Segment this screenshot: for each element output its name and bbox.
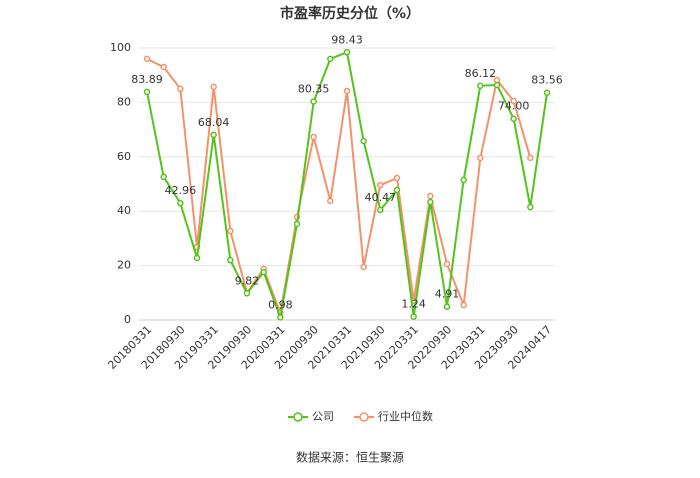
point	[460, 301, 467, 309]
y-tick-label: 20	[117, 259, 131, 272]
point	[277, 314, 284, 321]
point	[177, 199, 184, 207]
data-label: 42.96	[165, 184, 197, 197]
chart-title: 市盈率历史分位（%）	[280, 5, 420, 22]
point	[227, 256, 234, 264]
point	[393, 174, 401, 182]
series-line	[146, 57, 532, 317]
data-label: 86.12	[465, 67, 497, 80]
point	[360, 137, 367, 145]
point	[160, 63, 167, 71]
data-label: 83.89	[131, 73, 163, 86]
data-label: 4.91	[435, 288, 460, 301]
point	[143, 55, 151, 63]
data-label: 83.56	[531, 74, 563, 87]
y-tick-label: 40	[117, 204, 131, 217]
point	[410, 313, 417, 320]
point	[143, 88, 151, 96]
legend-label: 行业中位数	[378, 409, 433, 423]
point	[193, 254, 201, 262]
legend-marker	[359, 412, 369, 422]
point	[527, 203, 534, 211]
data-label: 98.43	[331, 33, 363, 46]
data-label: 74.00	[498, 100, 530, 113]
point	[177, 85, 184, 93]
point	[493, 81, 501, 89]
data-label: 68.04	[198, 116, 230, 129]
point	[243, 290, 251, 297]
point	[160, 173, 167, 181]
y-tick-label: 80	[117, 95, 131, 108]
point	[443, 303, 451, 310]
y-tick-label: 60	[117, 150, 131, 163]
source: 数据来源：恒生聚源	[296, 450, 404, 465]
point	[477, 154, 484, 162]
y-tick-label: 100	[110, 41, 131, 54]
data-label: 80.35	[298, 82, 330, 95]
point	[343, 87, 351, 95]
point	[377, 206, 384, 214]
point	[327, 55, 334, 63]
point	[393, 186, 401, 194]
point	[427, 198, 434, 206]
point	[343, 49, 351, 56]
point	[310, 133, 317, 141]
point	[227, 227, 234, 235]
point	[527, 154, 534, 162]
point	[477, 82, 484, 90]
data-label: 1.24	[401, 298, 426, 311]
point	[427, 192, 434, 200]
point	[443, 260, 451, 268]
point	[310, 98, 317, 105]
point	[293, 220, 301, 228]
point	[510, 115, 517, 122]
legend-marker	[293, 412, 303, 422]
legend-label: 公司	[312, 410, 334, 423]
data-label: 0.98	[268, 298, 293, 311]
y-tick-label: 0	[124, 313, 131, 326]
point	[543, 89, 551, 96]
point	[460, 176, 467, 184]
point	[260, 268, 267, 276]
point	[377, 181, 384, 189]
data-label: 9.82	[235, 274, 260, 287]
point	[327, 197, 334, 205]
point	[360, 263, 367, 271]
point	[510, 97, 517, 105]
data-label: 40.47	[365, 191, 397, 204]
point	[210, 83, 217, 91]
point	[210, 131, 217, 139]
